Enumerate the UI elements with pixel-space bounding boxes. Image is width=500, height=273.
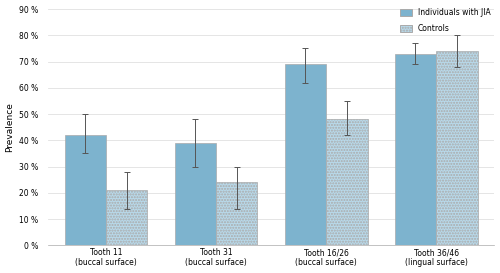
Bar [216,182,258,245]
Bar [394,54,436,245]
Bar [106,190,148,245]
Legend: Individuals with JIA, Controls: Individuals with JIA, Controls [400,8,490,33]
Bar [174,143,216,245]
Bar [64,135,106,245]
Y-axis label: Prevalence: Prevalence [6,102,15,152]
Bar [284,64,326,245]
Bar [436,51,478,245]
Bar [326,119,368,245]
